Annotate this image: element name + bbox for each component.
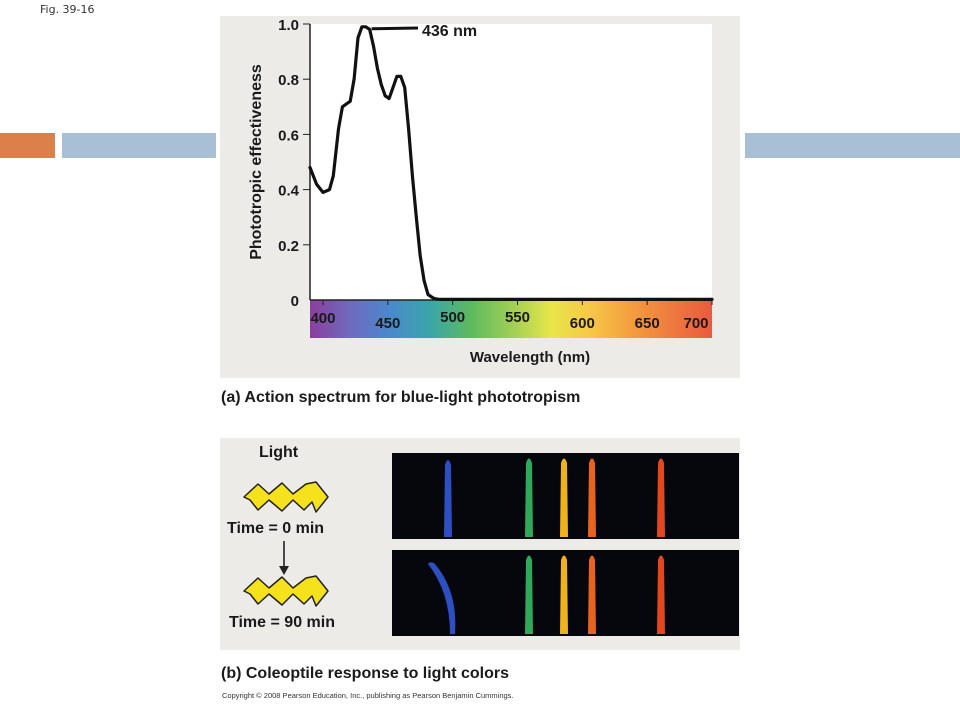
action-spectrum-panel: 0 0.2 0.4 0.6 0.8 1.0 400 450 500 550 600 650 700 Wav… xyxy=(220,16,740,378)
light-zigzag-arrow-icon xyxy=(243,575,329,607)
x-tick-label: 700 xyxy=(683,315,708,332)
data-point xyxy=(400,75,402,78)
decor-bar-blue-left xyxy=(62,133,216,158)
data-point xyxy=(365,26,367,28)
x-tick-label: 400 xyxy=(310,310,335,327)
data-point xyxy=(322,191,324,193)
plot-area xyxy=(310,24,712,300)
y-tick-label: 1.0 xyxy=(278,17,299,34)
coleoptile-red xyxy=(657,458,665,537)
data-point xyxy=(372,45,375,47)
data-point xyxy=(437,298,439,300)
light-label: Light xyxy=(259,444,299,461)
coleoptile-orange xyxy=(588,458,596,537)
data-point xyxy=(345,103,347,105)
data-point xyxy=(441,298,443,301)
x-tick-label: 550 xyxy=(505,309,530,326)
coleoptile-blue xyxy=(444,460,452,537)
coleoptile-blue-bent xyxy=(428,562,456,634)
x-tick-label: 650 xyxy=(635,315,660,332)
data-point xyxy=(337,128,340,130)
data-point xyxy=(452,298,454,301)
y-tick-label: 0.2 xyxy=(278,238,299,255)
y-tick-label: 0 xyxy=(291,293,299,310)
data-point xyxy=(516,298,519,301)
copyright-notice: Copyright © 2008 Pearson Education, Inc.… xyxy=(222,691,514,700)
annotation-leader xyxy=(371,26,419,31)
coleoptile-photo-time-zero xyxy=(392,453,739,539)
coleoptile-yellow xyxy=(560,555,568,634)
x-axis-label: Wavelength (nm) xyxy=(470,349,590,366)
y-tick-label: 0.4 xyxy=(278,183,300,200)
data-point xyxy=(435,298,437,300)
data-point xyxy=(341,106,344,108)
decor-bar-orange xyxy=(0,133,55,158)
data-point xyxy=(361,26,363,28)
data-point xyxy=(396,75,398,78)
data-point xyxy=(404,86,406,89)
data-point xyxy=(646,298,648,301)
data-point xyxy=(419,255,421,257)
x-tick-label: 600 xyxy=(570,315,595,332)
data-point xyxy=(353,78,355,80)
light-zigzag-arrow-icon xyxy=(243,481,329,513)
x-tick-label: 500 xyxy=(440,309,465,326)
data-point xyxy=(433,298,436,300)
y-tick-label: 0.8 xyxy=(278,72,299,89)
coleoptile-red xyxy=(657,555,665,634)
data-point xyxy=(369,28,371,31)
data-point xyxy=(315,183,318,185)
coleoptile-photo-time-ninety xyxy=(392,550,739,636)
data-point xyxy=(349,100,351,102)
down-arrow-icon xyxy=(279,541,289,575)
data-point xyxy=(431,296,433,298)
data-point xyxy=(407,128,410,130)
annotation-label: 436 nm xyxy=(422,23,477,40)
data-point xyxy=(711,298,713,301)
decor-bar-blue-right xyxy=(745,133,960,158)
coleoptile-green xyxy=(525,555,533,634)
data-point xyxy=(392,86,394,89)
data-point xyxy=(581,298,583,301)
panel-a-caption: (a) Action spectrum for blue-light photo… xyxy=(221,389,581,406)
data-point xyxy=(415,216,417,218)
y-tick-label: 0.6 xyxy=(278,127,299,144)
data-point xyxy=(423,280,425,282)
coleoptile-yellow xyxy=(560,458,568,537)
coleoptile-orange xyxy=(588,555,596,634)
data-point xyxy=(328,189,331,191)
figure-label: Fig. 39-16 xyxy=(40,3,95,16)
y-axis-label: Phototropic effectiveness xyxy=(248,64,265,260)
data-point xyxy=(376,67,379,69)
data-point xyxy=(427,293,429,296)
coleoptile-green xyxy=(525,458,533,537)
x-tick-label: 450 xyxy=(375,315,400,332)
data-point xyxy=(309,166,311,169)
action-spectrum-chart: 0 0.2 0.4 0.6 0.8 1.0 400 450 500 550 600 650 700 Wav… xyxy=(248,17,714,366)
spectrum-band xyxy=(310,300,712,338)
time-zero-label: Time = 0 min xyxy=(227,520,325,537)
data-point xyxy=(411,175,414,177)
data-point xyxy=(332,175,334,177)
data-point xyxy=(380,84,382,86)
panel-b-caption: (b) Coleoptile response to light colors xyxy=(221,665,510,682)
data-point xyxy=(357,37,359,39)
time-ninety-label: Time = 90 min xyxy=(229,614,335,631)
data-point xyxy=(388,97,390,100)
data-point xyxy=(384,95,386,97)
